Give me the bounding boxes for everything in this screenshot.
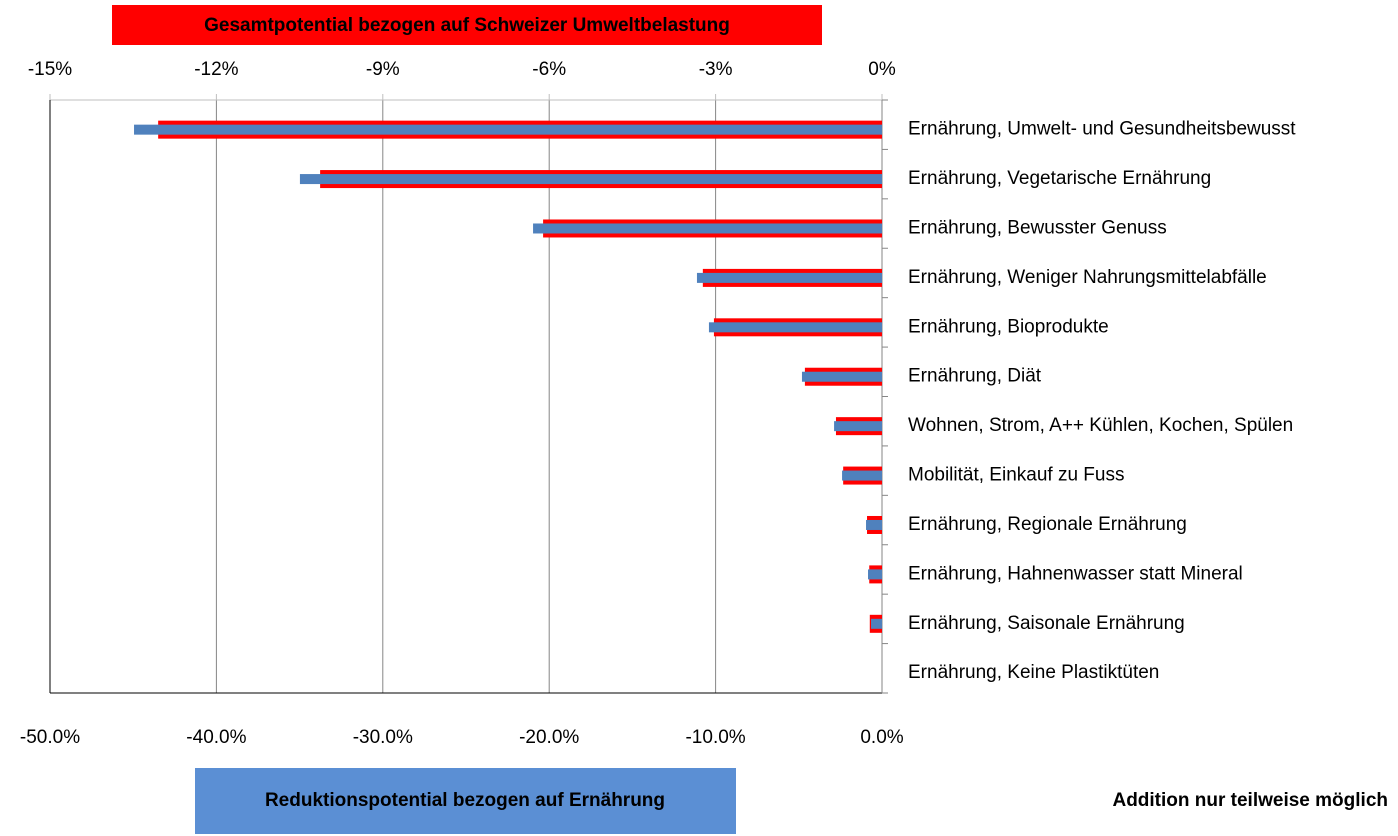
x2-tick-label: 0% [868, 59, 896, 80]
x2-tick-label: -3% [699, 59, 733, 80]
x2-tick-label: -6% [532, 59, 566, 80]
y-tick-label: Ernährung, Keine Plastiktüten [908, 662, 1159, 683]
y-tick-label: Ernährung, Weniger Nahrungsmittelabfälle [908, 267, 1267, 288]
bottom-axis-title-box [195, 768, 736, 834]
x2-tick-label: -15% [28, 59, 72, 80]
bar [299, 174, 882, 185]
top-axis-title: Gesamtpotential bezogen auf Schweizer Um… [204, 15, 730, 36]
y-tick-label: Ernährung, Vegetarische Ernährung [908, 168, 1211, 189]
bar [708, 322, 882, 333]
y-tick-label: Ernährung, Bewusster Genuss [908, 217, 1167, 238]
x-tick-label: -50.0% [20, 727, 80, 748]
y-tick-label: Wohnen, Strom, A++ Kühlen, Kochen, Spüle… [908, 415, 1293, 436]
bar [866, 519, 882, 530]
y-tick-label: Ernährung, Diät [908, 366, 1042, 387]
x-tick-label: -40.0% [186, 727, 246, 748]
bar [842, 470, 882, 481]
x-tick-label: -30.0% [353, 727, 413, 748]
annotation: Addition nur teilweise möglich [1112, 790, 1388, 811]
bar [834, 421, 882, 432]
y-tick-label: Ernährung, Umwelt- und Gesundheitsbewuss… [908, 119, 1296, 140]
bottom-axis-title: Reduktionspotential bezogen auf Ernährun… [265, 790, 665, 811]
x-tick-label: -20.0% [519, 727, 579, 748]
x-tick-label: 0.0% [860, 727, 903, 748]
y-tick-label: Ernährung, Saisonale Ernährung [908, 613, 1185, 634]
x2-tick-label: -12% [194, 59, 238, 80]
y-tick-label: Ernährung, Hahnenwasser statt Mineral [908, 563, 1243, 584]
bar [533, 223, 882, 234]
bar [868, 569, 882, 580]
bar [696, 272, 882, 283]
bar [801, 371, 882, 382]
y-tick-label: Ernährung, Bioprodukte [908, 316, 1109, 337]
x2-tick-label: -9% [366, 59, 400, 80]
x-tick-label: -10.0% [685, 727, 745, 748]
y-tick-label: Ernährung, Regionale Ernährung [908, 514, 1187, 535]
top-axis-title-box [112, 5, 822, 45]
bar [134, 124, 883, 135]
y-tick-label: Mobilität, Einkauf zu Fuss [908, 465, 1124, 486]
bar [871, 618, 882, 629]
